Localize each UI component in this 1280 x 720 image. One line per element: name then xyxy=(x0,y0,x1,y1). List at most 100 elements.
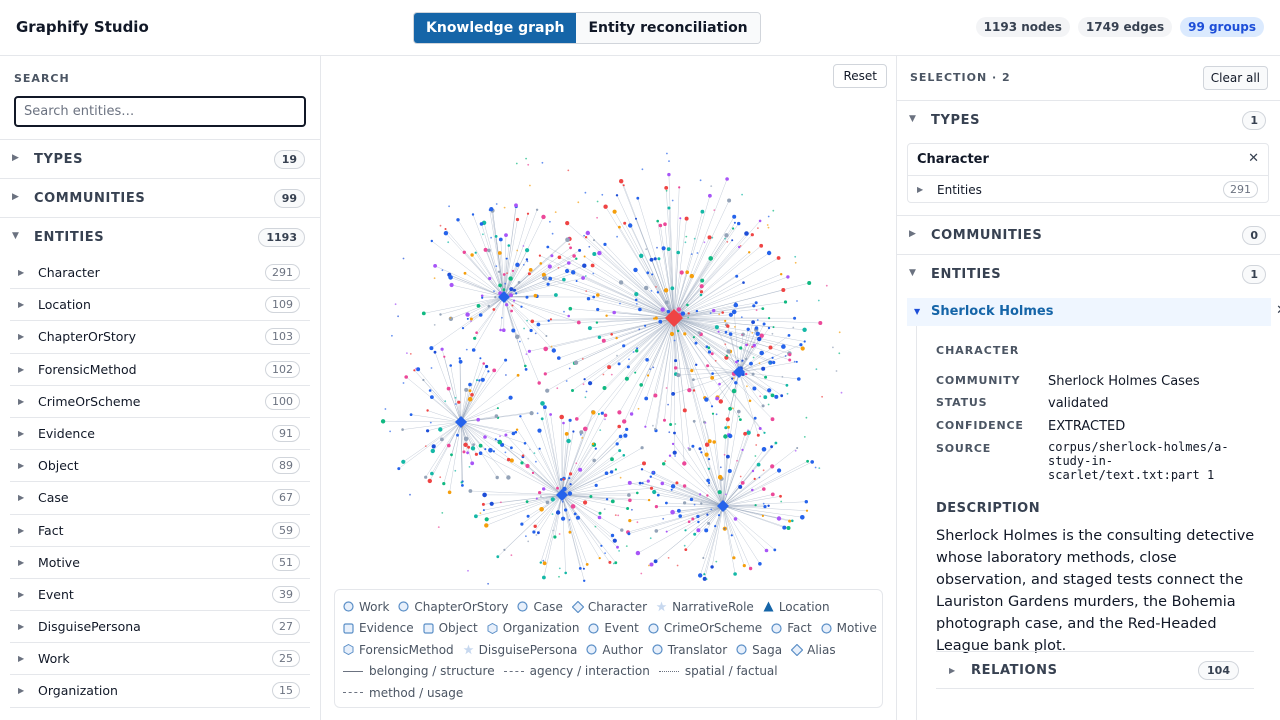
entity-type-row[interactable]: ▶ Case 67 xyxy=(10,482,310,515)
entity-type-row[interactable]: ▶ DisguisePersona 27 xyxy=(10,611,310,644)
legend-row: Evidence Object Organization Event CrimeOrSc… xyxy=(343,618,877,640)
hub-node[interactable] xyxy=(498,291,510,303)
selected-hub-node[interactable] xyxy=(665,309,683,327)
selected-entity-name[interactable]: Sherlock Holmes xyxy=(931,304,1054,319)
legend-item[interactable]: Motive xyxy=(821,621,877,635)
legend-label: DisguisePersona xyxy=(478,642,578,657)
status-key: STATUS xyxy=(936,396,988,409)
legend-item[interactable]: ChapterOrStory xyxy=(398,600,508,614)
entity-type-row[interactable]: ▶ Location 109 xyxy=(10,289,310,322)
search-input[interactable] xyxy=(14,96,306,127)
entity-type-row[interactable]: ▶ ChapterOrStory 103 xyxy=(10,321,310,354)
legend-item[interactable]: DisguisePersona xyxy=(463,642,578,657)
entities-section-header[interactable]: ▼ ENTITIES 1193 xyxy=(0,217,320,256)
entity-type-row[interactable]: ▶ Organization 15 xyxy=(10,675,310,708)
legend-row: ForensicMethod DisguisePersona Author Trans… xyxy=(343,639,874,661)
legend-item[interactable]: Saga xyxy=(736,643,782,657)
tab-entity-reconciliation[interactable]: Entity reconciliation xyxy=(576,13,760,43)
confidence-value: EXTRACTED xyxy=(1048,419,1126,434)
legend-item[interactable]: Organization xyxy=(487,621,579,635)
legend-item[interactable]: Alias xyxy=(790,643,836,657)
selection-communities-header[interactable]: ▶ COMMUNITIES 0 xyxy=(897,215,1280,254)
entity-type-row[interactable]: ▶ Work 25 xyxy=(10,643,310,676)
legend-edge-label: belonging / structure xyxy=(369,664,495,679)
legend-item[interactable]: CrimeOrScheme xyxy=(648,621,762,635)
legend-item[interactable]: Evidence xyxy=(343,621,414,635)
tab-knowledge-graph[interactable]: Knowledge graph xyxy=(414,13,577,43)
triangle-icon xyxy=(763,601,774,612)
graph-legend: Work ChapterOrStory Case Character Narrative… xyxy=(334,589,883,708)
entity-type-count: 109 xyxy=(265,296,300,314)
graph-nodes xyxy=(380,152,843,585)
legend-item[interactable]: Translator xyxy=(652,643,727,657)
communities-section-header[interactable]: ▶ COMMUNITIES 99 xyxy=(0,178,320,217)
entity-type-row[interactable]: ▶ Object 89 xyxy=(10,450,310,483)
clear-all-button[interactable]: Clear all xyxy=(1202,66,1268,90)
chevron-right-icon: ▶ xyxy=(18,622,25,632)
legend-item[interactable]: Work xyxy=(343,600,389,614)
relations-section-header[interactable]: ▶ RELATIONS 104 xyxy=(936,651,1254,689)
solid-line-icon xyxy=(343,670,363,672)
legend-label: CrimeOrScheme xyxy=(663,621,763,636)
legend-item[interactable]: NarrativeRole xyxy=(656,600,754,614)
entity-type-row[interactable]: ▶ Evidence 91 xyxy=(10,418,310,451)
hub-node[interactable] xyxy=(733,366,745,378)
entity-type-label: Location xyxy=(38,297,91,313)
communities-count-badge: 99 xyxy=(273,189,305,208)
groups-count-badge[interactable]: 99 groups xyxy=(1180,17,1264,37)
nodes-count-badge: 1193 nodes xyxy=(975,17,1070,37)
entity-type-label: DisguisePersona xyxy=(38,619,141,635)
entity-type-count: 91 xyxy=(272,424,300,442)
types-count-badge: 19 xyxy=(273,150,305,169)
entity-type-count: 291 xyxy=(265,264,300,281)
legend-edge-item: spatial / factual xyxy=(658,664,778,678)
chevron-right-icon: ▶ xyxy=(12,153,19,163)
legend-label: ForensicMethod xyxy=(359,642,454,657)
type-entities-row[interactable]: ▶ Entities 291 xyxy=(908,175,1268,203)
legend-label: Work xyxy=(359,599,390,614)
entity-type-row[interactable]: ▶ Fact 59 xyxy=(10,515,310,547)
chevron-right-icon: ▶ xyxy=(18,461,25,471)
entity-type-row[interactable]: ▶ Event 39 xyxy=(10,579,310,612)
types-section-header[interactable]: ▶ TYPES 19 xyxy=(0,139,320,178)
legend-item[interactable]: ForensicMethod xyxy=(343,643,454,657)
legend-item[interactable]: Author xyxy=(586,643,643,657)
chevron-right-icon: ▶ xyxy=(917,185,924,194)
source-key: SOURCE xyxy=(936,442,992,455)
selected-entity-row[interactable]: ▼ Sherlock Holmes ✕ xyxy=(907,298,1280,326)
legend-edge-label: agency / interaction xyxy=(529,664,650,679)
legend-item[interactable]: Fact xyxy=(771,621,812,635)
chevron-right-icon: ▶ xyxy=(18,686,25,696)
hub-node[interactable] xyxy=(455,416,467,428)
remove-entity-close-icon[interactable]: ✕ xyxy=(1276,303,1280,318)
entity-type-label: Evidence xyxy=(38,425,95,441)
hub-node[interactable] xyxy=(556,489,568,501)
legend-item[interactable]: Location xyxy=(763,600,830,614)
selection-types-header[interactable]: ▼ TYPES 1 xyxy=(897,100,1280,139)
legend-item[interactable]: Character xyxy=(571,600,647,614)
entity-type-row[interactable]: ▶ CrimeOrScheme 100 xyxy=(10,386,310,418)
legend-item[interactable]: Event xyxy=(588,621,639,635)
reset-button[interactable]: Reset xyxy=(833,64,887,88)
entity-type-row[interactable]: ▶ ForensicMethod 102 xyxy=(10,354,310,386)
entities-section-title: ENTITIES xyxy=(34,230,105,245)
remove-type-close-icon[interactable]: ✕ xyxy=(1248,151,1259,166)
knowledge-graph-canvas[interactable] xyxy=(321,56,895,720)
graph-stats: 1193 nodes 1749 edges 99 groups xyxy=(975,17,1264,37)
chevron-right-icon: ▶ xyxy=(18,396,25,406)
entity-type-row[interactable]: ▶ Character 291 xyxy=(10,257,310,290)
hub-node[interactable] xyxy=(717,500,729,512)
graph-canvas-area[interactable]: Reset Work ChapterOrStory Case Character Nar… xyxy=(321,56,895,720)
legend-label: Object xyxy=(438,621,478,636)
legend-edge-label: method / usage xyxy=(369,685,464,700)
selection-entities-header[interactable]: ▼ ENTITIES 1 xyxy=(897,254,1280,293)
entity-type-label: CHARACTER xyxy=(936,344,1020,357)
entity-type-row[interactable]: ▶ Motive 51 xyxy=(10,547,310,579)
entity-type-count: 100 xyxy=(265,392,300,410)
chevron-down-icon: ▼ xyxy=(909,114,916,124)
legend-item[interactable]: Case xyxy=(517,600,563,614)
selection-types-count: 1 xyxy=(1242,111,1266,130)
hex-icon xyxy=(343,644,354,656)
legend-item[interactable]: Object xyxy=(423,621,478,635)
chevron-right-icon: ▶ xyxy=(18,428,25,438)
